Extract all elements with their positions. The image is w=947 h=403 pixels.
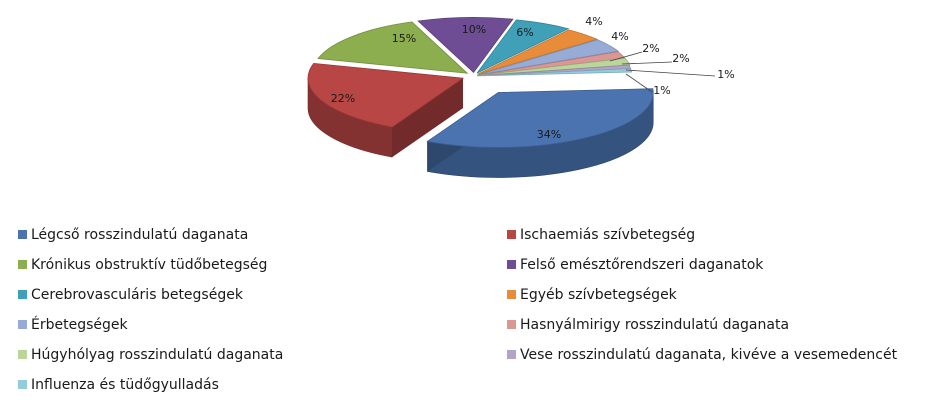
legend-swatch	[18, 230, 27, 239]
legend-swatch	[507, 320, 516, 329]
legend-swatch	[18, 260, 27, 269]
legend-item: Felső emésztőrendszeri daganatok	[507, 257, 764, 273]
legend: Légcső rosszindulatú daganata Ischaemiás …	[18, 227, 898, 393]
data-label: 4%	[585, 15, 602, 28]
legend-label: Cerebrovasculáris betegségek	[31, 287, 244, 303]
data-label: 2%	[672, 52, 689, 65]
pie-slice	[417, 17, 514, 74]
legend-label: Egyéb szívbetegségek	[520, 287, 678, 303]
data-label: 2%	[642, 42, 659, 55]
legend-item: Vese rosszindulatú daganata, kivéve a ve…	[507, 347, 898, 363]
legend-label: Influenza és tüdőgyulladás	[31, 377, 219, 393]
leader-line	[621, 61, 673, 65]
legend-item: Hasnyálmirigy rosszindulatú daganata	[507, 317, 789, 333]
legend-swatch	[18, 380, 27, 389]
legend-swatch	[18, 320, 27, 329]
pie-slice	[426, 88, 654, 148]
pie-slice	[307, 62, 465, 128]
legend-swatch	[18, 290, 27, 299]
pie-slice	[477, 29, 598, 75]
data-label: 6%	[516, 26, 533, 39]
pie-slice	[476, 19, 570, 74]
legend-item: Húgyhólyag rosszindulatú daganata	[18, 347, 283, 363]
pie-slice	[477, 57, 631, 76]
pie-slice-cut	[392, 78, 464, 158]
legend-item: Cerebrovasculáris betegségek	[18, 287, 244, 303]
data-label: 4%	[611, 30, 628, 43]
data-label: 1%	[653, 84, 670, 97]
data-label: 1%	[717, 68, 734, 81]
legend-swatch	[507, 290, 516, 299]
label-leader-lines	[609, 51, 716, 93]
legend-label: Krónikus obstruktív tüdőbetegség	[31, 257, 267, 273]
legend-label: Érbetegségek	[31, 316, 128, 333]
legend-item: Influenza és tüdőgyulladás	[18, 377, 219, 393]
legend-label: Húgyhólyag rosszindulatú daganata	[31, 347, 283, 363]
data-label: 22%	[331, 92, 355, 105]
percentage-labels: 34% 22% 15% 10% 6% 4% 4% 2% 2% 1% 1%	[331, 15, 735, 141]
pie-top-faces	[307, 17, 654, 148]
legend-label: Felső emésztőrendszeri daganatok	[520, 257, 764, 273]
legend-label: Légcső rosszindulatú daganata	[31, 227, 248, 243]
leader-line	[625, 69, 716, 77]
data-label: 15%	[392, 32, 416, 45]
pie-slice	[317, 21, 469, 74]
legend-item: Krónikus obstruktív tüdőbetegség	[18, 257, 267, 273]
legend-swatch	[18, 350, 27, 359]
legend-swatch	[507, 260, 516, 269]
legend-label: Ischaemiás szívbetegség	[520, 227, 695, 243]
legend-item: Érbetegségek	[18, 316, 128, 333]
legend-item: Egyéb szívbetegségek	[507, 287, 678, 303]
legend-item: Légcső rosszindulatú daganata	[18, 227, 248, 243]
legend-label: Vese rosszindulatú daganata, kivéve a ve…	[520, 347, 898, 363]
legend-item: Ischaemiás szívbetegség	[507, 227, 695, 243]
legend-label: Hasnyálmirigy rosszindulatú daganata	[520, 317, 789, 333]
data-label: 34%	[537, 128, 561, 141]
legend-swatch	[507, 350, 516, 359]
data-label: 10%	[462, 23, 486, 36]
pie-slice	[478, 39, 620, 76]
legend-swatch	[507, 230, 516, 239]
leader-line	[625, 73, 653, 93]
leader-line	[609, 51, 643, 62]
